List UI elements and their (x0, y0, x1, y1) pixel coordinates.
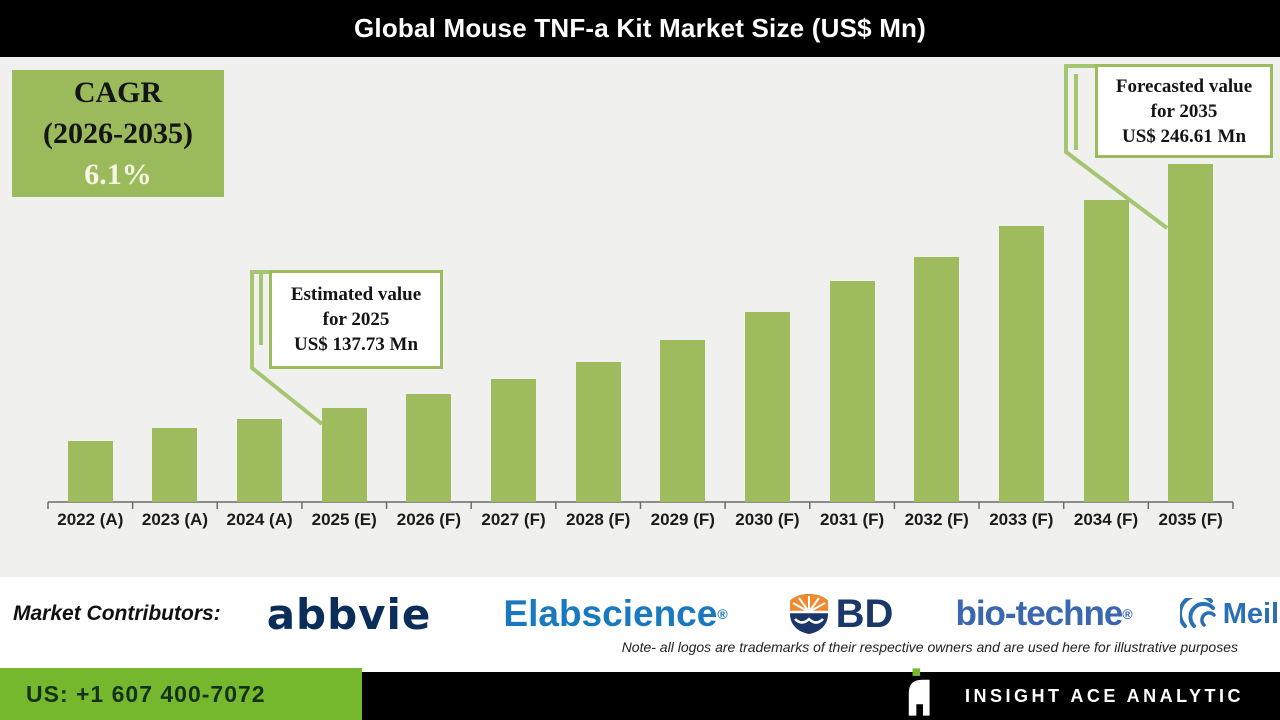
bar-2029 (F) (660, 340, 706, 502)
x-axis-label: 2032 (F) (904, 510, 969, 529)
x-axis-label: 2029 (F) (650, 510, 715, 529)
elabscience-wordmark: Elabscience (503, 593, 718, 634)
trademark-note: Note- all logos are trademarks of their … (621, 639, 1238, 655)
contributors-band: Market Contributors: abbvie Elabscience ® (0, 577, 1280, 672)
bar-2024 (A) (237, 419, 283, 502)
phone-contact-box: US: +1 607 400-7072 (0, 668, 362, 720)
x-axis-label: 2035 (F) (1158, 510, 1223, 529)
bd-shield-icon (789, 594, 828, 634)
forecasted-year: for 2035 (1150, 100, 1218, 122)
forecasted-label: Forecasted value (1115, 75, 1253, 97)
cagr-box: CAGR (2026-2035) 6.1% (12, 70, 224, 197)
footer-bar: US: +1 607 400-7072 INSIGHT ACE ANALYTIC (0, 668, 1280, 720)
meilunbio-logo: MeilunBio® (1179, 597, 1280, 631)
bd-logo: BD (786, 591, 894, 637)
estimated-year: for 2025 (322, 309, 390, 330)
estimated-label: Estimated value (290, 284, 422, 305)
cagr-value: 6.1% (84, 158, 152, 191)
bar-2035 (F) (1168, 164, 1214, 502)
x-axis-label: 2022 (A) (57, 510, 124, 529)
bio-techne-logo: bio-techne ® (955, 594, 1132, 634)
cagr-range: (2026-2035) (43, 117, 193, 150)
x-axis-label: 2028 (F) (566, 510, 631, 529)
bar-2027 (F) (491, 379, 537, 502)
callout-forecasted-2035: Forecasted value for 2035 US$ 246.61 Mn (1095, 64, 1273, 158)
callout-estimated-2025: Estimated value for 2025 US$ 137.73 Mn (269, 270, 443, 369)
bar-2025 (E) (321, 408, 367, 502)
bd-wordmark: BD (835, 591, 894, 636)
x-axis-label: 2025 (E) (311, 510, 377, 529)
market-contributors-label: Market Contributors: (13, 602, 221, 625)
chart-panel: 2022 (A) 2023 (A) 2024 (A) 2025 (E) 2026 (F)… (0, 57, 1280, 577)
bio-techne-wordmark: bio-techne (955, 594, 1123, 633)
bar-2032 (F) (914, 257, 960, 502)
logos-row: Market Contributors: abbvie Elabscience ® (0, 577, 1280, 645)
estimated-value: US$ 137.73 Mn (293, 334, 419, 355)
bar-2031 (F) (829, 281, 875, 502)
bar-2028 (F) (575, 362, 621, 502)
x-axis-label: 2026 (F) (396, 510, 461, 529)
chart-title: Global Mouse TNF-a Kit Market Size (US$ … (354, 13, 926, 43)
abbvie-wordmark: abbvie (266, 589, 432, 639)
x-axis-label: 2030 (F) (735, 510, 800, 529)
title-bar: Global Mouse TNF-a Kit Market Size (US$ … (0, 0, 1280, 57)
x-axis-label: 2034 (F) (1073, 510, 1139, 529)
registered-mark-icon: ® (1122, 606, 1132, 622)
meilunbio-wordmark: MeilunBio (1222, 597, 1280, 630)
bar-2022 (A) (67, 441, 113, 502)
bar-2033 (F) (998, 226, 1044, 502)
forecasted-value: US$ 246.61 Mn (1121, 125, 1247, 147)
x-axis (47, 501, 1234, 509)
x-axis-label: 2033 (F) (989, 510, 1054, 529)
x-axis-label: 2023 (A) (141, 510, 208, 529)
bar-2030 (F) (744, 312, 790, 502)
bar-2023 (A) (152, 428, 198, 502)
brand-name: INSIGHT ACE ANALYTIC (964, 685, 1244, 706)
x-axis-label: 2024 (A) (226, 510, 293, 529)
registered-mark-icon: ® (717, 606, 728, 622)
x-axis-label: 2031 (F) (819, 510, 885, 529)
abbvie-logo: abbvie (267, 590, 432, 639)
brand-block: INSIGHT ACE ANALYTIC (905, 668, 1244, 720)
insight-ace-logo-icon (908, 668, 930, 716)
bar-2034 (F) (1083, 200, 1129, 502)
phone-number: US: +1 607 400-7072 (26, 680, 266, 707)
bar-2026 (F) (406, 394, 452, 502)
elabscience-logo: Elabscience ® (503, 593, 727, 635)
meilunbio-wave-icon (1179, 598, 1216, 628)
cagr-title: CAGR (73, 76, 163, 109)
x-axis-label: 2027 (F) (481, 510, 546, 529)
